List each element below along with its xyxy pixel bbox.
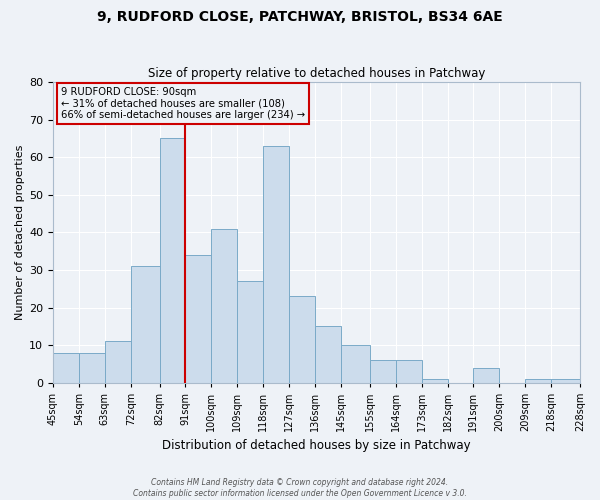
Bar <box>53 352 79 383</box>
Bar <box>315 326 341 383</box>
Y-axis label: Number of detached properties: Number of detached properties <box>15 144 25 320</box>
Bar <box>395 360 422 383</box>
Text: 9 RUDFORD CLOSE: 90sqm
← 31% of detached houses are smaller (108)
66% of semi-de: 9 RUDFORD CLOSE: 90sqm ← 31% of detached… <box>61 86 305 120</box>
Bar <box>422 379 448 383</box>
Bar <box>473 368 499 383</box>
Bar <box>551 379 580 383</box>
Bar <box>211 228 238 383</box>
Bar <box>79 352 105 383</box>
Bar <box>263 146 289 383</box>
Bar <box>185 255 211 383</box>
Text: 9, RUDFORD CLOSE, PATCHWAY, BRISTOL, BS34 6AE: 9, RUDFORD CLOSE, PATCHWAY, BRISTOL, BS3… <box>97 10 503 24</box>
Text: Contains HM Land Registry data © Crown copyright and database right 2024.
Contai: Contains HM Land Registry data © Crown c… <box>133 478 467 498</box>
Bar <box>370 360 395 383</box>
Bar <box>525 379 551 383</box>
Bar <box>160 138 185 383</box>
Bar <box>131 266 160 383</box>
Title: Size of property relative to detached houses in Patchway: Size of property relative to detached ho… <box>148 66 485 80</box>
Bar <box>238 282 263 383</box>
Bar <box>105 342 131 383</box>
Bar <box>341 345 370 383</box>
X-axis label: Distribution of detached houses by size in Patchway: Distribution of detached houses by size … <box>162 440 471 452</box>
Bar <box>289 296 315 383</box>
